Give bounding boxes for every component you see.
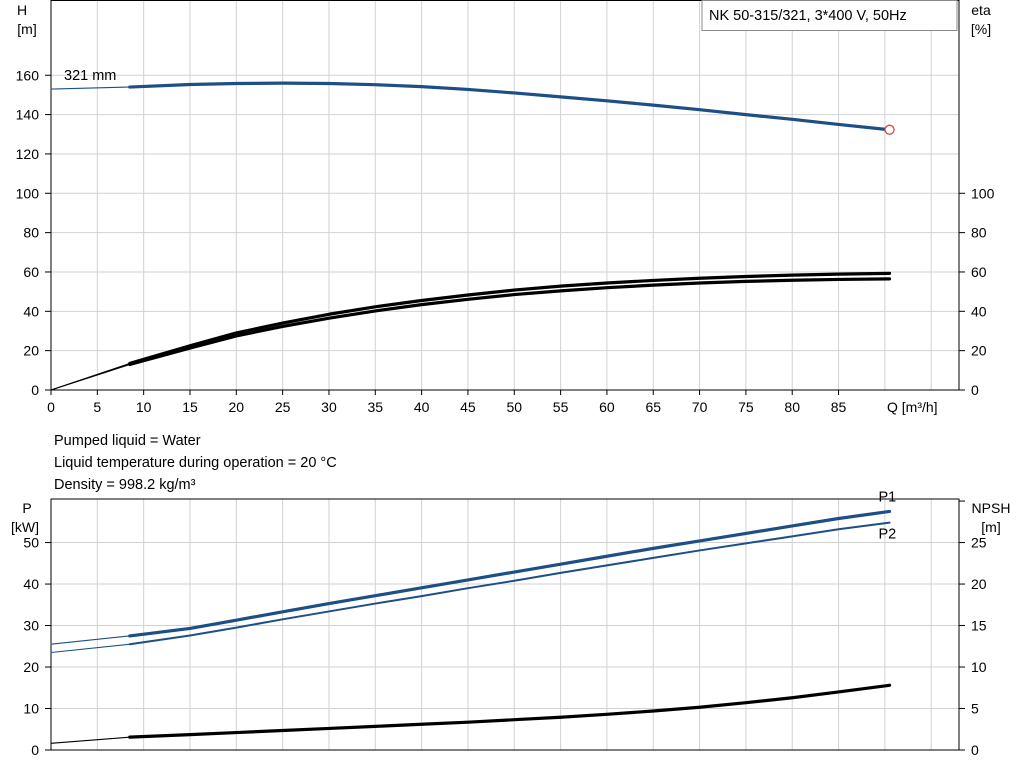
right-tick-label: 0	[971, 742, 979, 758]
left-tick-label: 0	[31, 382, 39, 398]
power-axis-ticks: 0 10 20 30 40 50	[23, 535, 51, 758]
right-tick-label: 10	[971, 659, 987, 675]
left-tick-label: 50	[23, 535, 39, 551]
right-tick-label: 100	[971, 185, 995, 201]
x-tick-label: 15	[182, 399, 198, 415]
x-tick-label: 65	[645, 399, 661, 415]
left-tick-label: 40	[23, 303, 39, 319]
left-tick-label: 60	[23, 264, 39, 280]
left-tick-label: 80	[23, 225, 39, 241]
x-tick-label: 30	[321, 399, 337, 415]
power-npsh-grid	[51, 499, 959, 750]
x-tick-label: 40	[414, 399, 430, 415]
x-tick-label: 0	[47, 399, 55, 415]
left-tick-label: 0	[31, 742, 39, 758]
efficiency-axis-title: eta	[971, 2, 991, 18]
head-efficiency-series-0	[128, 81, 892, 132]
right-tick-label: 0	[971, 382, 979, 398]
x-tick-label: 25	[275, 399, 291, 415]
left-tick-label: 20	[23, 659, 39, 675]
head-efficiency-chart: 0 5 10 15 20 25 30 35 40 45 50 55 60 65 70 75 80 85 0 20 40…	[16, 0, 995, 415]
right-tick-label: 5	[971, 701, 979, 717]
power-npsh-plot-frame	[50, 498, 960, 751]
x-tick-label: 85	[831, 399, 847, 415]
liquid-temperature-text: Liquid temperature during operation = 20…	[54, 455, 337, 471]
power-npsh-series-4	[128, 683, 892, 739]
liquid-info: Pumped liquid = Water Liquid temperature…	[54, 433, 337, 493]
duty-end-marker	[884, 124, 895, 135]
right-tick-label: 20	[971, 343, 987, 359]
left-tick-label: 10	[23, 701, 39, 717]
power-npsh-series	[50, 509, 892, 744]
left-tick-label: 120	[16, 146, 40, 162]
power-axis-title: P	[22, 500, 31, 516]
right-tick-label: 25	[971, 535, 987, 551]
x-tick-label: 55	[553, 399, 569, 415]
p2-series-label: P2	[879, 527, 897, 543]
efficiency-axis-ticks: 0 20 40 60 80 100	[959, 185, 995, 398]
right-tick-label: 20	[971, 576, 987, 592]
x-tick-label: 80	[784, 399, 800, 415]
right-tick-label: 15	[971, 618, 987, 634]
pump-title-box-frame	[701, 0, 958, 31]
power-npsh-series-3	[50, 643, 131, 654]
x-tick-label: 50	[506, 399, 522, 415]
power-npsh-series-2	[50, 635, 131, 645]
power-axis-unit: [kW]	[11, 519, 39, 535]
right-tick-label: 80	[971, 225, 987, 241]
power-npsh-series-5	[50, 736, 131, 744]
p1-curve	[128, 509, 892, 638]
x-tick-label: 20	[229, 399, 245, 415]
head-efficiency-series-3	[128, 277, 892, 367]
x-tick-label: 35	[367, 399, 383, 415]
pump-title-box: NK 50-315/321, 3*400 V, 50Hz	[701, 0, 958, 31]
left-tick-label: 20	[23, 343, 39, 359]
head-efficiency-plot-frame	[50, 0, 960, 391]
left-tick-label: 40	[23, 576, 39, 592]
p1-series-label: P1	[879, 489, 897, 505]
left-tick-label: 160	[16, 67, 40, 83]
right-tick-label: 40	[971, 303, 987, 319]
npsh-axis-ticks: 0 5 10 15 20 25	[959, 500, 987, 758]
left-tick-label: 30	[23, 618, 39, 634]
x-tick-label: 5	[93, 399, 101, 415]
density-text: Density = 998.2 kg/m³	[54, 477, 196, 493]
left-tick-label: 100	[16, 185, 40, 201]
p2-curve	[128, 521, 891, 646]
head-efficiency-grid	[51, 0, 959, 390]
head-efficiency-series	[50, 81, 895, 391]
right-tick-label: 60	[971, 264, 987, 280]
x-tick-label: 10	[136, 399, 152, 415]
efficiency-axis-unit: [%]	[971, 21, 991, 37]
x-tick-label: 70	[692, 399, 708, 415]
flow-axis-title: Q [m³/h]	[887, 399, 938, 415]
head-efficiency-x-ticks: 0 5 10 15 20 25 30 35 40 45 50 55 60 65 70 75 80 85	[47, 390, 847, 415]
head-axis-title: H	[17, 2, 27, 18]
left-tick-label: 140	[16, 107, 40, 123]
npsh-axis-unit: [m]	[981, 519, 1000, 535]
pump-title: NK 50-315/321, 3*400 V, 50Hz	[709, 8, 907, 24]
head-axis-unit: [m]	[17, 21, 36, 37]
pumped-liquid-text: Pumped liquid = Water	[54, 433, 201, 449]
head-efficiency-series-2	[128, 271, 892, 366]
head-efficiency-series-1	[50, 86, 131, 90]
impeller-diameter-label: 321 mm	[64, 68, 116, 84]
head-axis-ticks: 0 20 40 60 80 100 120 140 160	[16, 67, 51, 398]
x-tick-label: 60	[599, 399, 615, 415]
x-tick-label: 75	[738, 399, 754, 415]
x-tick-label: 45	[460, 399, 476, 415]
npsh-axis-title: NPSH	[972, 500, 1011, 516]
power-npsh-chart: 0 10 20 30 40 50 0 5 10 15 20 25 P [kW] NPSH [m] P…	[11, 489, 1010, 758]
head-efficiency-series-5	[50, 363, 131, 391]
